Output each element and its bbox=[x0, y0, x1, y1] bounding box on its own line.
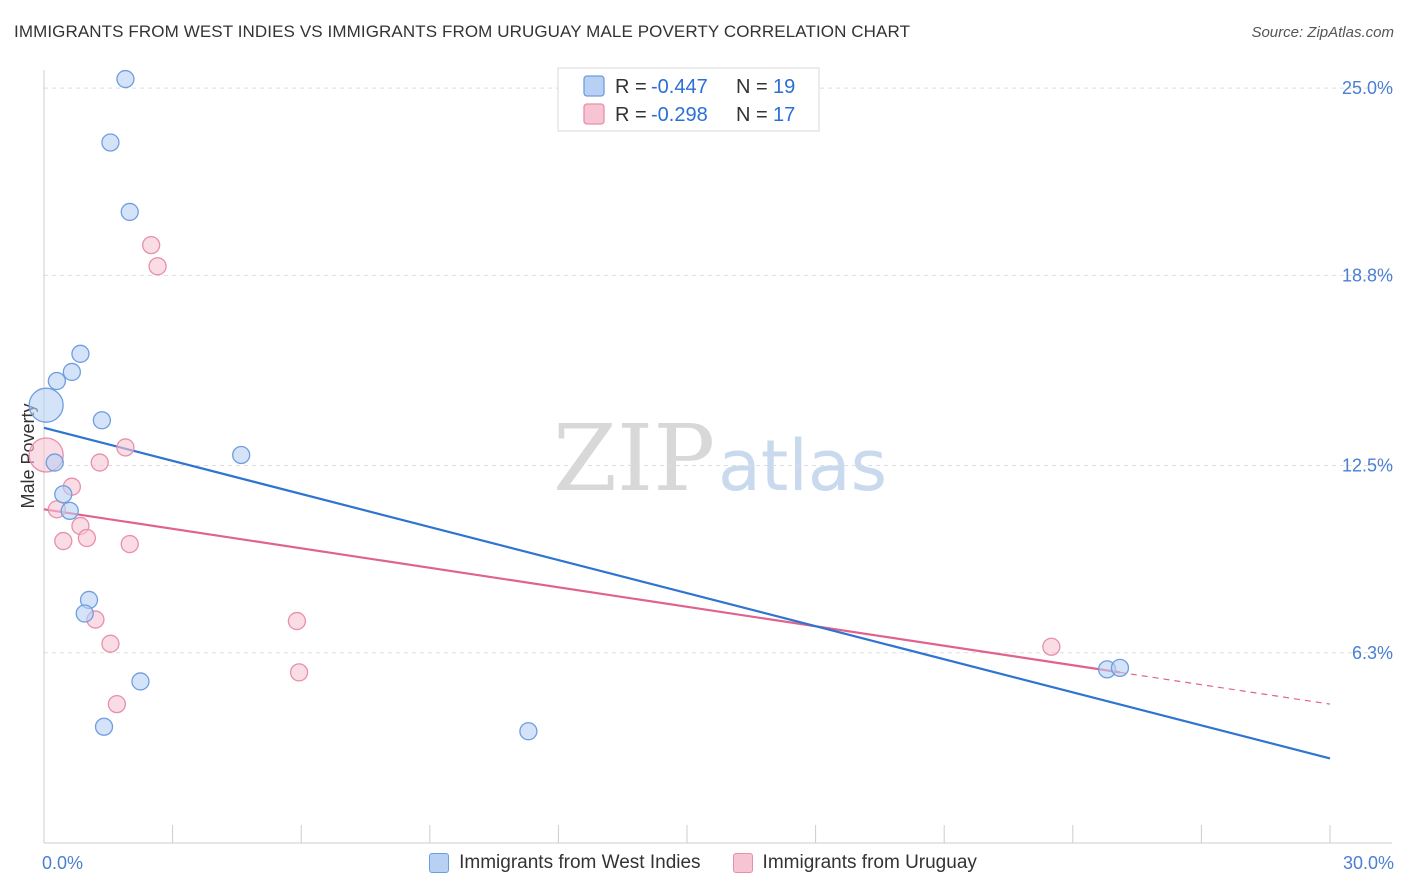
data-point-west-indies bbox=[28, 387, 64, 423]
data-point-west-indies bbox=[54, 485, 73, 504]
legend-item-uruguay[interactable]: Immigrants from Uruguay bbox=[732, 852, 977, 874]
data-point-uruguay bbox=[90, 453, 109, 472]
data-point-west-indies bbox=[94, 717, 114, 736]
data-point-west-indies bbox=[232, 445, 251, 465]
data-point-west-indies bbox=[131, 672, 150, 691]
data-point-uruguay bbox=[148, 257, 167, 276]
stats-n-label: N = bbox=[736, 104, 768, 126]
data-point-west-indies bbox=[120, 202, 139, 222]
data-point-west-indies bbox=[62, 362, 82, 382]
y-tick-label: 18.8% bbox=[1342, 265, 1393, 285]
data-point-west-indies bbox=[71, 344, 90, 363]
watermark-zip: ZIP bbox=[553, 405, 715, 512]
data-point-uruguay bbox=[1042, 637, 1061, 656]
y-axis-label: Male Poverty bbox=[18, 403, 38, 508]
data-point-uruguay bbox=[142, 235, 161, 255]
data-point-west-indies bbox=[519, 722, 538, 741]
stats-n-label: N = bbox=[736, 76, 768, 98]
data-point-west-indies bbox=[60, 501, 79, 521]
stats-r-label: R = bbox=[615, 104, 647, 126]
data-point-west-indies bbox=[47, 371, 67, 391]
data-point-uruguay bbox=[101, 634, 120, 653]
y-tick-label: 12.5% bbox=[1342, 456, 1393, 476]
stats-swatch-west-indies bbox=[583, 75, 605, 97]
data-point-west-indies bbox=[45, 453, 64, 472]
legend-swatch-pink bbox=[732, 853, 753, 873]
legend-label-west-indies: Immigrants from West Indies bbox=[459, 852, 701, 873]
x-tick-label: 30.0% bbox=[1343, 853, 1394, 873]
stats-r-value-uruguay: -0.298 bbox=[651, 104, 708, 126]
data-point-uruguay bbox=[107, 694, 127, 714]
stats-r-value-west-indies: -0.447 bbox=[651, 76, 708, 98]
data-point-uruguay bbox=[77, 528, 97, 548]
stats-n-value-west-indies: 19 bbox=[773, 76, 795, 98]
legend-item-west-indies[interactable]: Immigrants from West Indies bbox=[429, 852, 701, 874]
stats-r-label: R = bbox=[615, 76, 647, 98]
data-point-uruguay bbox=[289, 663, 309, 682]
stats-swatch-uruguay bbox=[583, 103, 605, 125]
legend-swatch-blue bbox=[429, 853, 450, 873]
data-point-west-indies bbox=[116, 69, 135, 89]
series-legend: Immigrants from West Indies Immigrants f… bbox=[0, 852, 1406, 874]
trend-line-uruguay bbox=[43, 508, 1121, 674]
y-tick-label: 6.3% bbox=[1352, 643, 1393, 663]
data-point-west-indies bbox=[92, 411, 112, 430]
data-point-uruguay bbox=[287, 611, 307, 631]
stats-n-value-uruguay: 17 bbox=[773, 104, 795, 126]
y-tick-label: 25.0% bbox=[1342, 78, 1393, 98]
data-point-uruguay bbox=[54, 531, 73, 551]
x-tick-label: 0.0% bbox=[42, 853, 83, 873]
data-point-west-indies bbox=[101, 133, 120, 152]
data-point-uruguay bbox=[120, 534, 139, 554]
watermark-atlas: atlas bbox=[718, 425, 887, 507]
chart-title: IMMIGRANTS FROM WEST INDIES VS IMMIGRANT… bbox=[14, 22, 911, 41]
data-point-west-indies bbox=[75, 604, 94, 623]
stats-legend: R = -0.447 N = 19 R = -0.298 N = 17 bbox=[557, 67, 820, 132]
legend-label-uruguay: Immigrants from Uruguay bbox=[762, 852, 977, 873]
data-point-west-indies bbox=[1110, 658, 1130, 678]
source-credit: Source: ZipAtlas.com bbox=[1251, 24, 1394, 41]
trend-line-west-indies bbox=[43, 426, 1331, 760]
trend-line-uruguay-extrapolated bbox=[1119, 671, 1331, 705]
data-point-uruguay bbox=[116, 438, 135, 457]
